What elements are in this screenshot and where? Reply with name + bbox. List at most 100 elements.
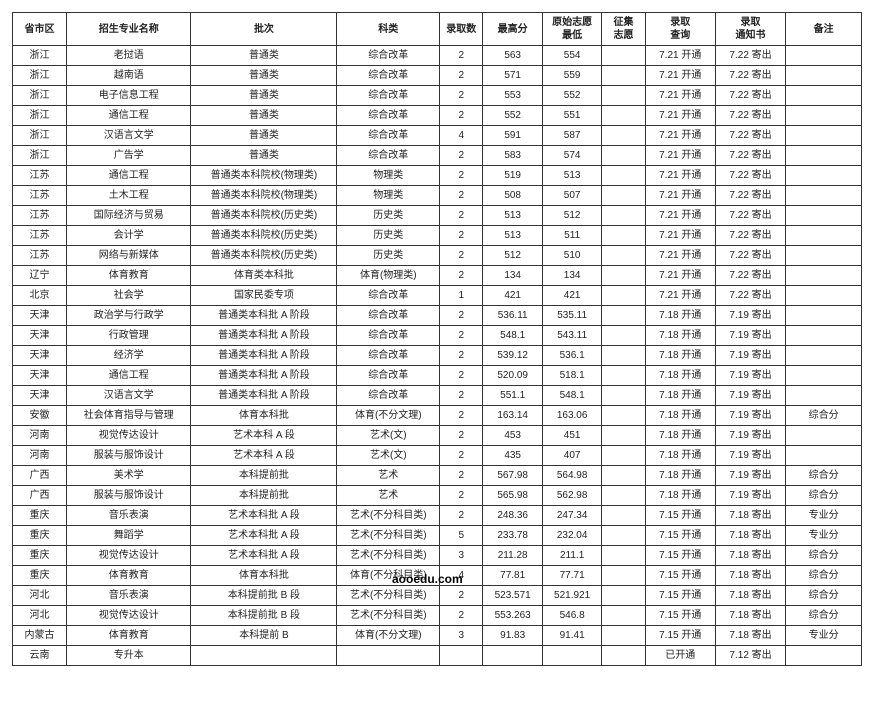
cell-collect [602,446,645,466]
cell-orig_min: 559 [542,66,601,86]
cell-batch: 普通类本科批 A 阶段 [191,306,337,326]
cell-count: 2 [440,346,483,366]
cell-collect [602,346,645,366]
cell-orig_min: 574 [542,146,601,166]
table-row: 浙江汉语言文学普通类综合改革45915877.21 开通7.22 寄出 [13,126,862,146]
cell-province: 广西 [13,466,67,486]
col-query: 录取查询 [645,13,715,46]
cell-max: 552 [483,106,542,126]
cell-count: 2 [440,326,483,346]
table-row: 天津汉语言文学普通类本科批 A 阶段综合改革2551.1548.17.18 开通… [13,386,862,406]
cell-max: 523.571 [483,586,542,606]
table-row: 浙江电子信息工程普通类综合改革25535527.21 开通7.22 寄出 [13,86,862,106]
cell-subject: 综合改革 [337,46,440,66]
cell-batch: 普通类 [191,66,337,86]
cell-count: 2 [440,386,483,406]
cell-subject: 历史类 [337,206,440,226]
cell-count: 2 [440,66,483,86]
admissions-table: 省市区招生专业名称批次科类录取数最高分原始志愿最低征集志愿录取查询录取通知书备注… [12,12,862,666]
cell-query: 7.21 开通 [645,206,715,226]
cell-count: 2 [440,366,483,386]
cell-batch: 国家民委专项 [191,286,337,306]
cell-orig_min: 510 [542,246,601,266]
cell-remark [786,206,862,226]
cell-major: 经济学 [67,346,191,366]
cell-remark [786,346,862,366]
table-row: 重庆体育教育体育本科批体育(不分科目类)477.8177.717.15 开通7.… [13,566,862,586]
cell-collect [602,506,645,526]
cell-collect [602,86,645,106]
cell-remark: 专业分 [786,526,862,546]
cell-major: 土木工程 [67,186,191,206]
cell-province: 浙江 [13,126,67,146]
cell-count: 2 [440,246,483,266]
cell-notice: 7.22 寄出 [715,186,785,206]
cell-collect [602,66,645,86]
cell-count [440,646,483,666]
cell-max: 508 [483,186,542,206]
table-row: 广西美术学本科提前批艺术2567.98564.987.18 开通7.19 寄出综… [13,466,862,486]
cell-subject: 体育(不分科目类) [337,566,440,586]
cell-batch: 普通类 [191,46,337,66]
cell-orig_min: 562.98 [542,486,601,506]
cell-notice: 7.19 寄出 [715,426,785,446]
col-collect: 征集志愿 [602,13,645,46]
cell-query: 7.18 开通 [645,446,715,466]
cell-count: 2 [440,226,483,246]
cell-remark: 综合分 [786,546,862,566]
cell-count: 2 [440,486,483,506]
cell-major: 行政管理 [67,326,191,346]
cell-count: 2 [440,406,483,426]
cell-province: 浙江 [13,146,67,166]
cell-remark [786,146,862,166]
cell-province: 广西 [13,486,67,506]
cell-collect [602,286,645,306]
cell-notice: 7.19 寄出 [715,386,785,406]
table-head: 省市区招生专业名称批次科类录取数最高分原始志愿最低征集志愿录取查询录取通知书备注 [13,13,862,46]
cell-province: 内蒙古 [13,626,67,646]
cell-count: 2 [440,466,483,486]
cell-major: 服装与服饰设计 [67,446,191,466]
cell-query: 7.18 开通 [645,486,715,506]
cell-count: 2 [440,46,483,66]
cell-major: 体育教育 [67,566,191,586]
cell-collect [602,266,645,286]
cell-notice: 7.18 寄出 [715,586,785,606]
cell-orig_min: 535.11 [542,306,601,326]
cell-collect [602,166,645,186]
table-row: 江苏网络与新媒体普通类本科院校(历史类)历史类25125107.21 开通7.2… [13,246,862,266]
cell-notice: 7.19 寄出 [715,306,785,326]
cell-batch: 普通类本科院校(物理类) [191,166,337,186]
cell-max: 583 [483,146,542,166]
cell-count: 2 [440,306,483,326]
cell-query: 7.18 开通 [645,386,715,406]
table-row: 河北音乐表演本科提前批 B 段艺术(不分科目类)2523.571521.9217… [13,586,862,606]
cell-orig_min: 554 [542,46,601,66]
cell-major: 老挝语 [67,46,191,66]
cell-remark [786,166,862,186]
cell-max [483,646,542,666]
col-province: 省市区 [13,13,67,46]
cell-subject: 物理类 [337,166,440,186]
cell-collect [602,486,645,506]
cell-major: 视觉传达设计 [67,546,191,566]
cell-batch: 体育本科批 [191,406,337,426]
cell-batch [191,646,337,666]
cell-orig_min: 564.98 [542,466,601,486]
cell-notice: 7.19 寄出 [715,326,785,346]
cell-remark: 综合分 [786,566,862,586]
cell-subject: 艺术(不分科目类) [337,606,440,626]
cell-subject: 综合改革 [337,286,440,306]
cell-max: 211.28 [483,546,542,566]
cell-province: 天津 [13,346,67,366]
cell-max: 77.81 [483,566,542,586]
table-row: 浙江广告学普通类综合改革25835747.21 开通7.22 寄出 [13,146,862,166]
cell-max: 421 [483,286,542,306]
cell-major: 汉语言文学 [67,386,191,406]
cell-major: 通信工程 [67,106,191,126]
cell-query: 7.21 开通 [645,126,715,146]
cell-remark [786,366,862,386]
cell-orig_min: 552 [542,86,601,106]
cell-subject [337,646,440,666]
cell-notice: 7.18 寄出 [715,506,785,526]
